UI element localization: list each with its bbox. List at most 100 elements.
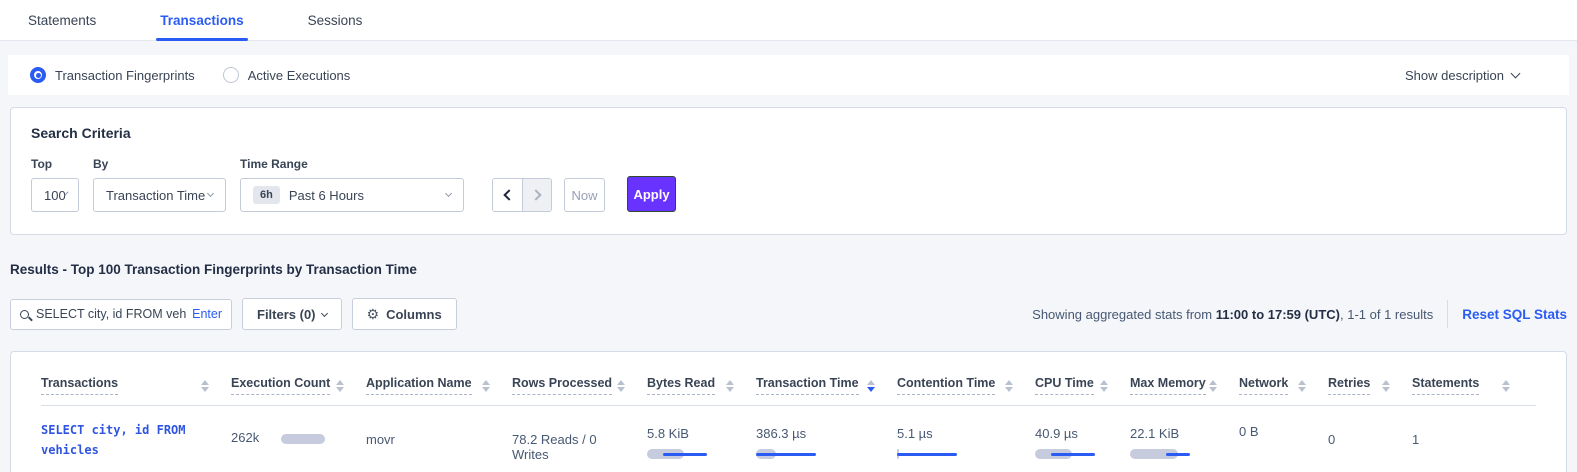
results-table-card: Transactions Execution Count Application… xyxy=(10,351,1567,472)
results-controls-row: SELECT city, id FROM vehicles W Enter Fi… xyxy=(10,298,1567,330)
apply-button[interactable]: Apply xyxy=(627,176,676,212)
sort-icon[interactable] xyxy=(1005,379,1013,392)
transaction-time-cell: 386.3 µs xyxy=(756,420,897,462)
now-button[interactable]: Now xyxy=(564,178,605,212)
sort-icon[interactable] xyxy=(1298,379,1306,392)
by-select-value: Transaction Time xyxy=(106,187,206,203)
network-cell: 0 B xyxy=(1239,424,1259,439)
aggregated-stats-text: Showing aggregated stats from 11:00 to 1… xyxy=(1032,306,1434,322)
transaction-cell: SELECT city, id FROM vehicles xyxy=(41,420,231,462)
execution-count-cell: 262k xyxy=(231,420,366,462)
by-label: By xyxy=(93,157,109,171)
application-name-cell: movr xyxy=(366,432,395,447)
top-select[interactable]: 100 xyxy=(31,178,79,212)
columns-button[interactable]: ⚙ Columns xyxy=(351,298,457,330)
statements-cell: 1 xyxy=(1412,432,1420,447)
search-criteria-title: Search Criteria xyxy=(31,125,131,141)
radio-label: Transaction Fingerprints xyxy=(55,67,195,83)
show-description-toggle[interactable]: Show description xyxy=(1405,68,1547,83)
sort-icon[interactable] xyxy=(1209,379,1217,392)
radio-transaction-fingerprints[interactable]: Transaction Fingerprints xyxy=(30,67,195,83)
top-field: Top 100 xyxy=(31,157,79,212)
contention-time-cell: 5.1 µs xyxy=(897,420,1035,462)
column-header-rows-processed: Rows Processed xyxy=(512,376,647,395)
column-header-application-name: Application Name xyxy=(366,376,512,395)
transaction-fingerprint-link[interactable]: SELECT city, id FROM vehicles xyxy=(41,423,186,458)
top-select-value: 100 xyxy=(44,187,66,203)
bytes-read-bar xyxy=(647,449,709,459)
contention-time-bar xyxy=(897,449,959,459)
by-field: By Transaction Time xyxy=(93,157,226,212)
chevron-left-icon xyxy=(503,189,515,201)
chevron-right-icon xyxy=(529,189,542,201)
column-header-cpu-time: CPU Time xyxy=(1035,376,1130,395)
table-header-row: Transactions Execution Count Application… xyxy=(41,362,1536,406)
retries-cell: 0 xyxy=(1328,432,1336,447)
execution-count-bar xyxy=(281,433,343,444)
sort-icon[interactable] xyxy=(336,379,344,392)
time-range-badge: 6h xyxy=(253,186,280,204)
time-range-value: Past 6 Hours xyxy=(288,187,364,203)
search-criteria-card: Search Criteria Top 100 By Transaction T… xyxy=(10,107,1567,235)
chevron-down-icon xyxy=(206,189,215,197)
columns-label: Columns xyxy=(386,306,442,322)
gear-icon: ⚙ xyxy=(366,306,380,322)
max-memory-bar xyxy=(1130,449,1192,459)
show-description-label: Show description xyxy=(1405,67,1504,83)
view-toggle-band: Transaction Fingerprints Active Executio… xyxy=(8,55,1569,95)
column-header-bytes-read: Bytes Read xyxy=(647,376,756,395)
column-header-network: Network xyxy=(1239,376,1328,395)
reset-sql-stats-link[interactable]: Reset SQL Stats xyxy=(1462,306,1567,322)
radio-label: Active Executions xyxy=(247,67,351,83)
by-select[interactable]: Transaction Time xyxy=(93,178,226,212)
filters-label: Filters (0) xyxy=(257,306,316,322)
table-row: SELECT city, id FROM vehicles 262k movr … xyxy=(41,406,1536,472)
sort-icon[interactable] xyxy=(1502,379,1510,392)
search-input[interactable]: SELECT city, id FROM vehicles W xyxy=(36,307,187,321)
chevron-down-icon xyxy=(1510,68,1521,78)
search-icon xyxy=(20,309,29,319)
filters-button[interactable]: Filters (0) xyxy=(242,298,342,330)
search-enter-button[interactable]: Enter xyxy=(192,307,222,321)
results-heading: Results - Top 100 Transaction Fingerprin… xyxy=(10,262,417,277)
time-range-select[interactable]: 6h Past 6 Hours xyxy=(240,178,464,212)
time-pager xyxy=(492,178,552,212)
transaction-time-bar xyxy=(756,449,818,459)
column-header-transaction-time: Transaction Time xyxy=(756,376,897,395)
column-header-retries: Retries xyxy=(1328,376,1412,395)
chevron-down-icon xyxy=(444,189,453,197)
column-header-max-memory: Max Memory xyxy=(1130,376,1239,395)
stats-area: Showing aggregated stats from 11:00 to 1… xyxy=(1032,300,1567,328)
tab-statements[interactable]: Statements xyxy=(28,12,97,28)
radio-selected-icon xyxy=(30,67,46,83)
next-time-button[interactable] xyxy=(522,179,551,211)
column-header-transactions: Transactions xyxy=(41,376,231,395)
time-range-field: Time Range 6h Past 6 Hours xyxy=(240,157,464,212)
radio-unselected-icon xyxy=(222,67,239,83)
chevron-down-icon xyxy=(320,309,328,317)
sort-icon-active-desc[interactable] xyxy=(867,379,875,392)
column-header-contention-time: Contention Time xyxy=(897,376,1035,395)
sort-icon[interactable] xyxy=(726,379,734,392)
tab-transactions[interactable]: Transactions xyxy=(156,0,248,41)
max-memory-cell: 22.1 KiB xyxy=(1130,420,1239,462)
column-header-statements: Statements xyxy=(1412,376,1532,395)
previous-time-button[interactable] xyxy=(493,179,522,211)
sort-icon[interactable] xyxy=(617,379,625,392)
tab-sessions[interactable]: Sessions xyxy=(307,12,363,28)
bytes-read-cell: 5.8 KiB xyxy=(647,420,756,462)
top-label: Top xyxy=(31,157,53,171)
cpu-time-cell: 40.9 µs xyxy=(1035,420,1130,462)
sort-icon[interactable] xyxy=(1100,379,1108,392)
sort-icon[interactable] xyxy=(1382,379,1390,392)
sort-icon[interactable] xyxy=(201,379,209,392)
time-range-label: Time Range xyxy=(240,157,308,171)
cpu-time-bar xyxy=(1035,449,1097,459)
rows-processed-cell: 78.2 Reads / 0 Writes xyxy=(512,432,597,462)
vertical-divider xyxy=(1447,300,1449,328)
top-tab-bar: Statements Transactions Sessions xyxy=(0,0,1577,41)
query-search-box[interactable]: SELECT city, id FROM vehicles W Enter xyxy=(10,298,232,330)
sort-icon[interactable] xyxy=(482,379,490,392)
radio-active-executions[interactable]: Active Executions xyxy=(222,67,351,83)
column-header-execution-count: Execution Count xyxy=(231,376,366,395)
